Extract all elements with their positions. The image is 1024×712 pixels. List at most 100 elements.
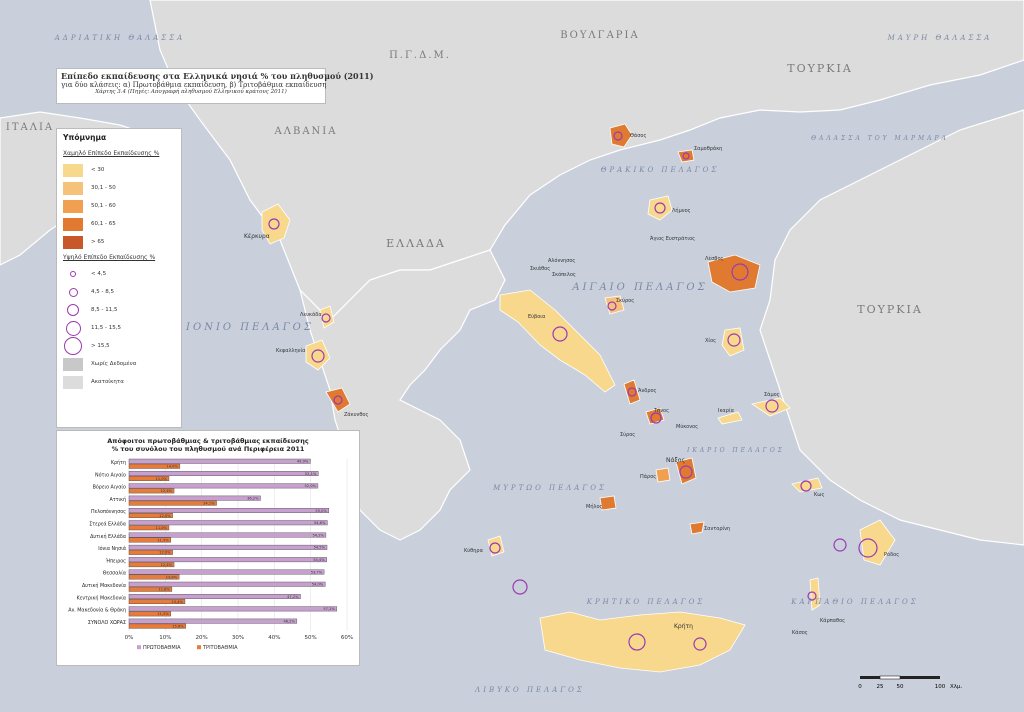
island-limnos [647,195,673,221]
island-kriti [539,611,746,673]
legend-no-data-label: Χωρίς Δεδομένα [91,361,137,367]
scale-seg [900,676,940,679]
chart-category-label: Βόρειο Αιγαίο [93,484,126,491]
chart-category-label: ΣΥΝΟΛΟ ΧΩΡΑΣ [88,620,126,626]
country-label-fyrom: Π.Γ.Δ.Μ. [389,50,451,61]
island-label: Εύβοια [528,313,546,320]
chart-bar [128,623,186,629]
chart-title: Απόφοιτοι πρωτοβάθμιας & τριτοβάθμιας εκ… [107,437,309,445]
island-label: Ρόδος [884,551,899,558]
map-legend: Υπόμνημα Χαμηλό Επίπεδο Εκπαίδευσης % < … [56,128,182,428]
chart-data-label: 54,5% [314,546,326,550]
sea-label-karpathian: ΚΑΡΠΑΘΙΟ ΠΕΛΑΓΟΣ [790,598,919,606]
legend-uninhabited-row: Ακατοίκητα [63,373,175,391]
chart-category-label: Κεντρική Μακεδονία [77,594,126,601]
island-ikaria [717,411,743,425]
sea-label-ionian: ΙΟΝΙΟ ΠΕΛΑΓΟΣ [185,322,314,333]
legend-swatch [63,235,83,249]
chart-data-label: 11,5% [157,612,169,616]
island-label: Κως [814,492,824,498]
island-label: Λευκάδα [300,311,322,318]
scale-tick: 50 [897,684,904,690]
legend-low-row: 50,1 - 60 [63,197,175,215]
legend-label: < 4,5 [91,271,107,277]
legend-low-row: 60,1 - 65 [63,215,175,233]
legend-heading: Υπόμνημα [63,133,107,142]
chart-category-label: Δυτική Μακεδονία [82,582,126,589]
island-label: Αλόννησος [548,257,575,264]
legend-circle-icon [63,337,83,355]
legend-label: 4,5 - 8,5 [91,289,114,295]
chart-bar [128,476,170,481]
island-label: Τήνος [653,407,669,414]
chart-bar [128,599,186,605]
island-label: Ζάκυνθος [344,411,368,418]
legend-swatch [63,181,83,195]
chart-bar [128,471,319,476]
chart-data-label: 55,0% [315,509,327,513]
map-source: Χάρτης 3.4 (Πηγές: Απογραφή πληθυσμού Ελ… [95,89,287,95]
island-label: Θάσος [630,132,646,139]
island-label: Σάμος [764,391,780,398]
chart-legend-label: ΤΡΙΤΟΒΑΘΜΙΑ [202,645,238,651]
island-milos [599,495,617,511]
island-label: Λήμνος [672,207,691,214]
chart-category-label: Πελοπόννησος [91,508,126,515]
map-title-box: Επίπεδο εκπαίδευσης στα Ελληνικά νησιά %… [56,68,374,104]
chart-data-label: 52,1% [305,472,317,476]
chart-data-label: 12,4% [161,563,173,567]
country-label-bulgaria: ΒΟΥΛΓΑΡΙΑ [560,30,639,41]
legend-high-row: 11,5 - 15,5 [63,319,175,337]
chart-bar [128,458,311,464]
legend-high-row: < 4,5 [63,265,175,283]
legend-high-row: 4,5 - 8,5 [63,283,175,301]
chart-category-label: Ήπειρος [105,557,126,564]
country-label-italy: ΙΤΑΛΙΑ [6,122,54,133]
island-lesvos [707,254,761,293]
scale-tick: 0 [858,684,862,690]
chart-category-label: Στερεά Ελλάδα [89,521,126,528]
scale-unit: Χλμ. [950,684,963,690]
chart-data-label: 54,0% [312,583,324,587]
chart-category-label: Νότιο Αιγαίο [95,471,126,478]
chart-data-label: 54,4% [313,558,325,562]
legend-swatch [63,217,83,231]
island-label: Σαμοθράκη [694,145,722,152]
chart-bar [128,557,327,563]
island-label: Άνδρος [638,387,657,394]
country-label-turkey-south: ΤΟΥΡΚΙΑ [857,303,923,316]
chart-bar [128,549,173,555]
legend-low-row: < 30 [63,161,175,179]
chart-bar [128,495,261,501]
chart-bar [128,488,175,494]
chart-tick-label: 60% [341,635,353,641]
chart-data-label: 11,0% [156,526,168,530]
island-label: Κέρκυρα [244,233,270,240]
chart-data-label: 47,2% [287,595,299,599]
island-label: Σαντορίνη [704,525,730,532]
chart-bar [128,520,328,526]
sea-label-myrtoan: ΜΥΡΤΩΟ ΠΕΛΑΓΟΣ [492,484,607,492]
chart-bar [128,500,217,506]
chart-bar [128,483,319,489]
chart-data-label: 11,8% [158,588,170,592]
island-thasos [609,123,633,148]
chart-data-label: 13,8% [166,575,178,579]
chart-bar [128,574,180,580]
chart-bar [128,611,171,617]
island-label: Λέσβος [705,255,724,262]
chart-category-label: Θεσσαλία [103,570,126,577]
scale-tick: 100 [935,684,946,690]
sea-label-marmara: ΘΑΛΑΣΣΑ ΤΟΥ ΜΑΡΜΑΡΑ [811,135,949,142]
chart-data-label: 12,0% [159,514,171,518]
legend-circle-icon [63,271,83,277]
island-label: Πάρος [640,473,656,480]
island-paros [655,467,671,483]
bar-chart: 0% 10% 20% 30% 40% 50% 60% Κρήτη 49,9% 14,0% Νότιο… [68,458,353,651]
legend-uninhabited-swatch [63,375,83,389]
island-label: Κύθηρα [464,547,484,554]
island-naxos [675,457,697,485]
legend-label: 60,1 - 65 [91,221,116,227]
legend-low-title: Χαμηλό Επίπεδο Εκπαίδευσης % [63,150,160,157]
chart-data-label: 52,0% [305,484,317,488]
